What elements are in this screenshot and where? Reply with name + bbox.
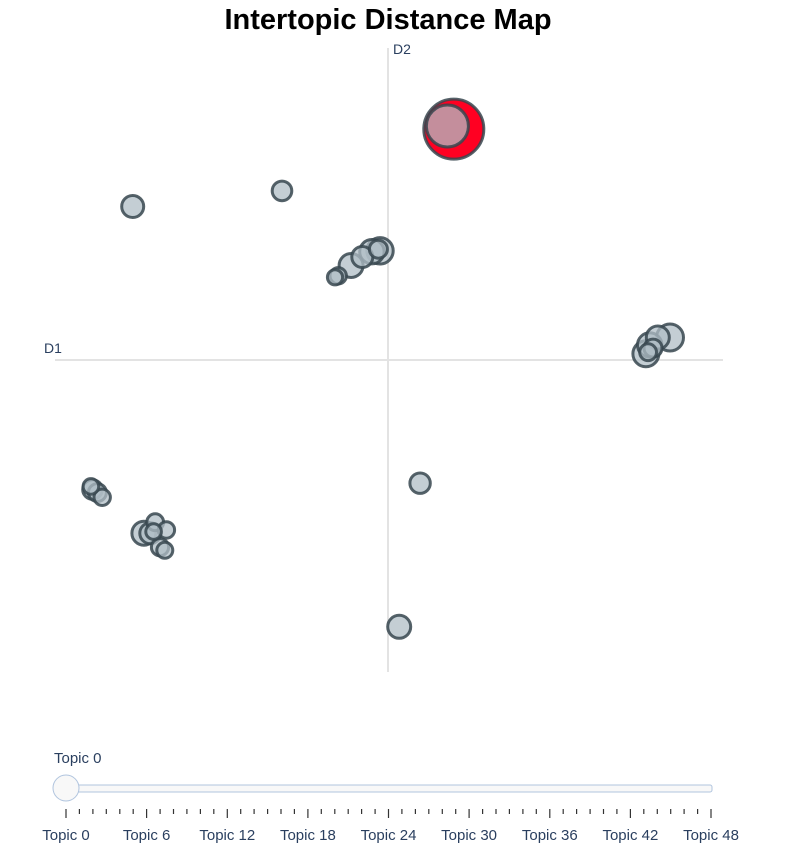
chart-title: Intertopic Distance Map: [224, 4, 552, 36]
points-layer: [81, 97, 685, 640]
topic-slider[interactable]: Topic 0 Topic 0 Topic 6 Topic 12 Topic 18 To…: [0, 740, 810, 854]
topic-marker-18[interactable]: [386, 613, 413, 640]
topic-marker-17[interactable]: [408, 471, 432, 495]
slider-tick-label: Topic 24: [361, 827, 417, 844]
topic-marker-9[interactable]: [325, 268, 345, 287]
slider-tick-label: Topic 48: [683, 827, 739, 844]
slider-handle[interactable]: [52, 774, 80, 802]
slider-current-value: Topic 0: [54, 750, 102, 767]
topic-marker-29[interactable]: [144, 522, 163, 541]
slider-tick-label: Topic 6: [123, 827, 171, 844]
scatter-plot-area: D1 D2: [44, 41, 723, 672]
topic-marker-3[interactable]: [270, 179, 294, 203]
axes-layer: D1 D2: [44, 41, 723, 672]
slider-ticks: Topic 0 Topic 6 Topic 12 Topic 18 Topic 24 To…: [42, 809, 739, 844]
topic-marker-16[interactable]: [638, 342, 658, 363]
slider-tick-label: Topic 0: [42, 827, 90, 844]
slider-tick-label: Topic 18: [280, 827, 336, 844]
topic-marker-2[interactable]: [120, 194, 146, 219]
slider-tick-label: Topic 30: [441, 827, 497, 844]
topic-marker-21[interactable]: [92, 487, 112, 507]
slider-track[interactable]: [65, 784, 713, 793]
topic-marker-10[interactable]: [367, 238, 389, 260]
topic-marker-22[interactable]: [81, 477, 101, 496]
slider-tick-label: Topic 36: [522, 827, 578, 844]
slider-tick-label: Topic 42: [602, 827, 658, 844]
x-axis-label: D1: [44, 340, 62, 356]
topic-marker-1[interactable]: [424, 103, 470, 149]
topic-marker-28[interactable]: [155, 540, 175, 560]
y-axis-label: D2: [393, 41, 411, 57]
slider-tick-label: Topic 12: [199, 827, 255, 844]
